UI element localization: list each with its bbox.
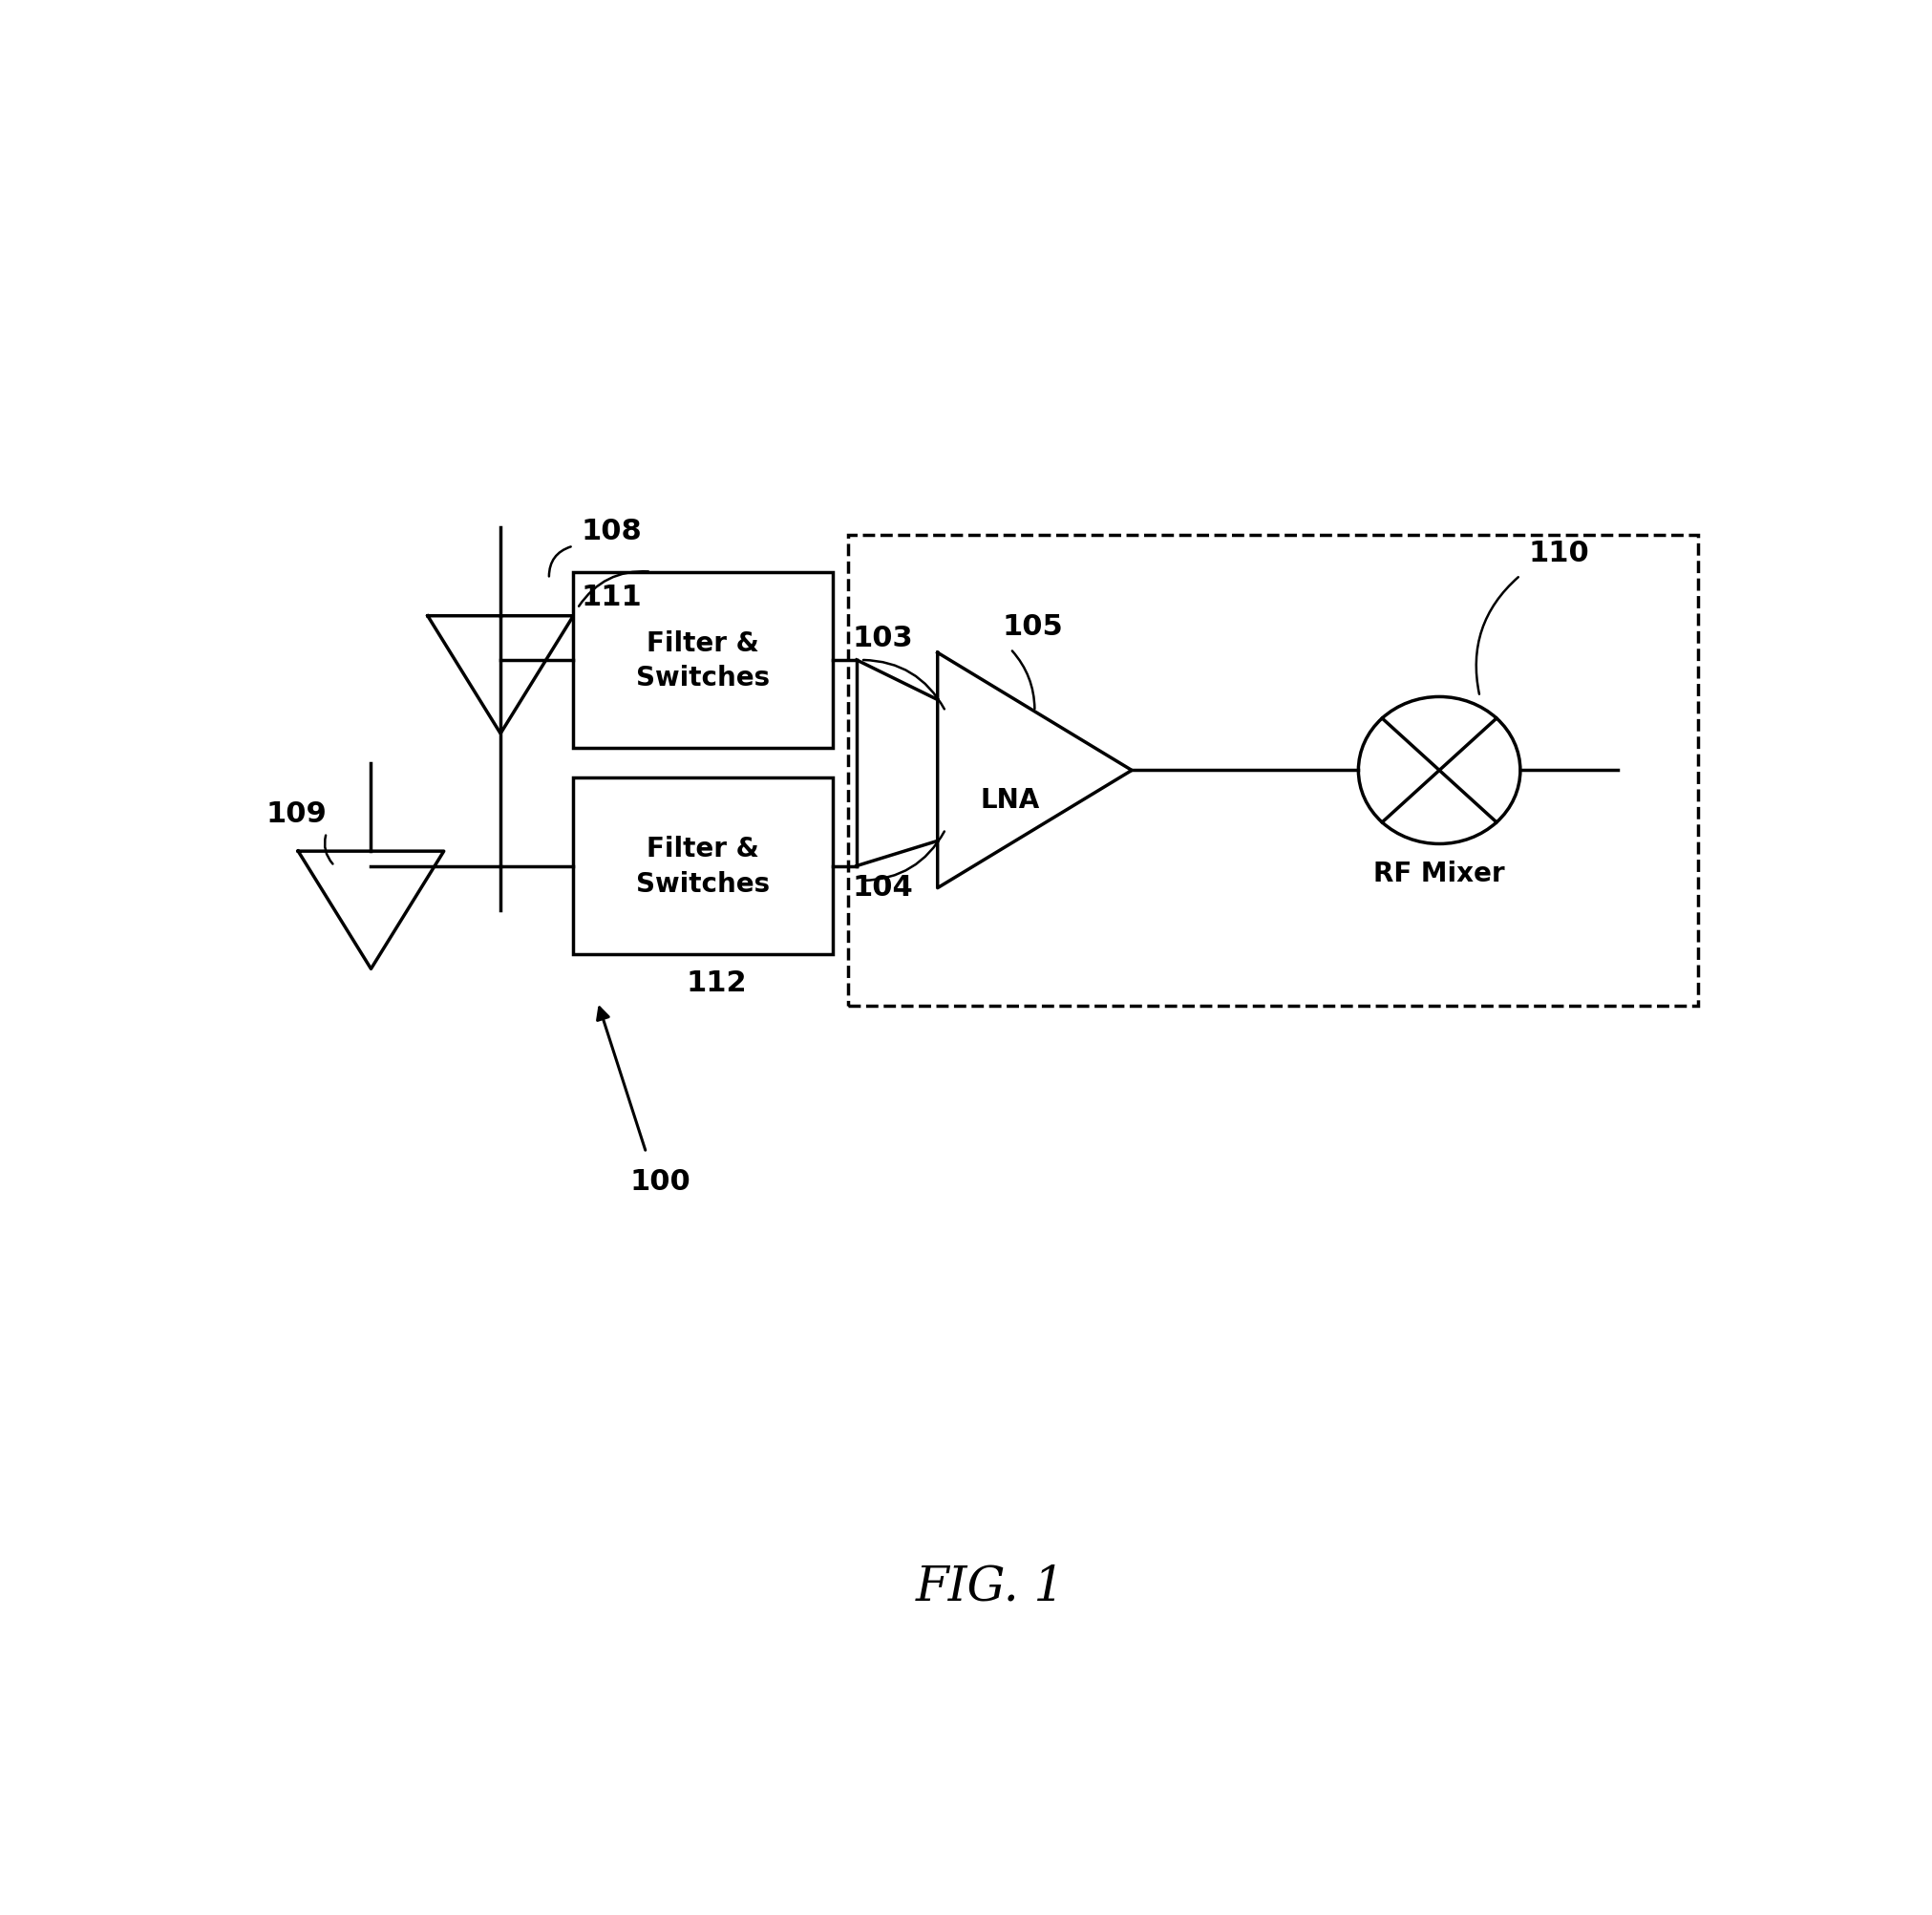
Text: LNA: LNA	[981, 787, 1039, 814]
Text: 105: 105	[1003, 613, 1063, 640]
Bar	[848, 536, 1698, 1005]
Text: 100: 100	[630, 1168, 692, 1195]
Text: 104: 104	[852, 873, 914, 902]
Text: 112: 112	[686, 969, 748, 998]
Text: Filter &
Switches: Filter & Switches	[636, 835, 769, 898]
Text: 103: 103	[852, 624, 914, 651]
Text: Filter &
Switches: Filter & Switches	[636, 630, 769, 691]
Text: RF Mixer: RF Mixer	[1374, 860, 1505, 887]
Text: FIG. 1: FIG. 1	[916, 1563, 1065, 1611]
Text: 110: 110	[1528, 540, 1590, 567]
Bar	[574, 573, 833, 749]
Text: 111: 111	[582, 584, 641, 611]
Text: 108: 108	[582, 517, 641, 546]
Text: 109: 109	[267, 800, 327, 827]
Bar	[574, 777, 833, 954]
